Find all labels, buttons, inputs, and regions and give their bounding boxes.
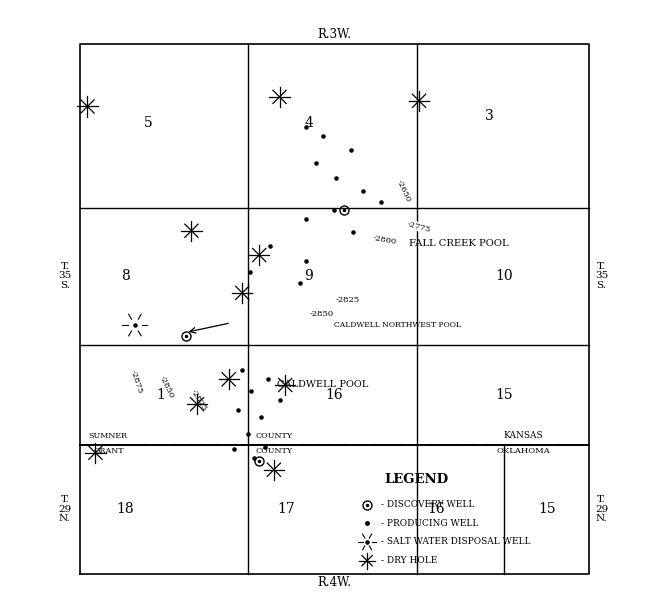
Text: T.
35
S.: T. 35 S. xyxy=(595,262,608,290)
Text: -2825: -2825 xyxy=(335,296,359,304)
Text: 16: 16 xyxy=(326,387,343,402)
Text: R.3W.: R.3W. xyxy=(317,28,351,41)
Text: -2650: -2650 xyxy=(395,179,413,204)
Text: - DRY HOLE: - DRY HOLE xyxy=(381,556,437,565)
Text: -2850: -2850 xyxy=(309,310,333,318)
Text: 15: 15 xyxy=(495,387,513,402)
Text: 16: 16 xyxy=(427,502,445,516)
Text: -2825: -2825 xyxy=(189,388,209,413)
Text: - SALT WATER DISPOSAL WELL: - SALT WATER DISPOSAL WELL xyxy=(381,537,530,546)
Text: T.
35
S.: T. 35 S. xyxy=(58,262,72,290)
Text: COUNTY: COUNTY xyxy=(255,447,292,455)
Text: 10: 10 xyxy=(495,269,513,283)
Text: -2875: -2875 xyxy=(129,369,144,394)
Text: R.4W.: R.4W. xyxy=(317,576,351,589)
Text: -2800: -2800 xyxy=(372,235,398,246)
Text: 3: 3 xyxy=(486,109,494,123)
Text: - PRODUCING WELL: - PRODUCING WELL xyxy=(381,519,478,528)
Text: T.
29
N.: T. 29 N. xyxy=(58,495,72,523)
Text: 5: 5 xyxy=(144,117,152,130)
Text: LEGEND: LEGEND xyxy=(384,473,448,486)
Text: 17: 17 xyxy=(278,502,295,516)
Text: T.
29
N.: T. 29 N. xyxy=(595,495,608,523)
Text: - DISCOVERY WELL: - DISCOVERY WELL xyxy=(381,500,474,509)
Text: CALDWELL NORTHWEST POOL: CALDWELL NORTHWEST POOL xyxy=(334,321,462,329)
Text: -2850: -2850 xyxy=(158,375,176,400)
Text: 4: 4 xyxy=(304,117,313,130)
Text: 18: 18 xyxy=(116,502,134,516)
Text: GRANT: GRANT xyxy=(93,447,124,455)
Text: -2775: -2775 xyxy=(406,220,432,234)
Text: FALL CREEK POOL: FALL CREEK POOL xyxy=(409,239,508,248)
Text: 15: 15 xyxy=(538,502,556,516)
Text: OKLAHOMA: OKLAHOMA xyxy=(497,447,551,455)
Text: CALDWELL POOL: CALDWELL POOL xyxy=(278,381,369,389)
Text: 9: 9 xyxy=(305,269,313,283)
Text: COUNTY: COUNTY xyxy=(255,432,292,440)
Text: SUMNER: SUMNER xyxy=(89,432,128,440)
Text: 17: 17 xyxy=(156,387,174,402)
Text: KANSAS: KANSAS xyxy=(504,431,543,440)
Text: 8: 8 xyxy=(121,269,130,283)
